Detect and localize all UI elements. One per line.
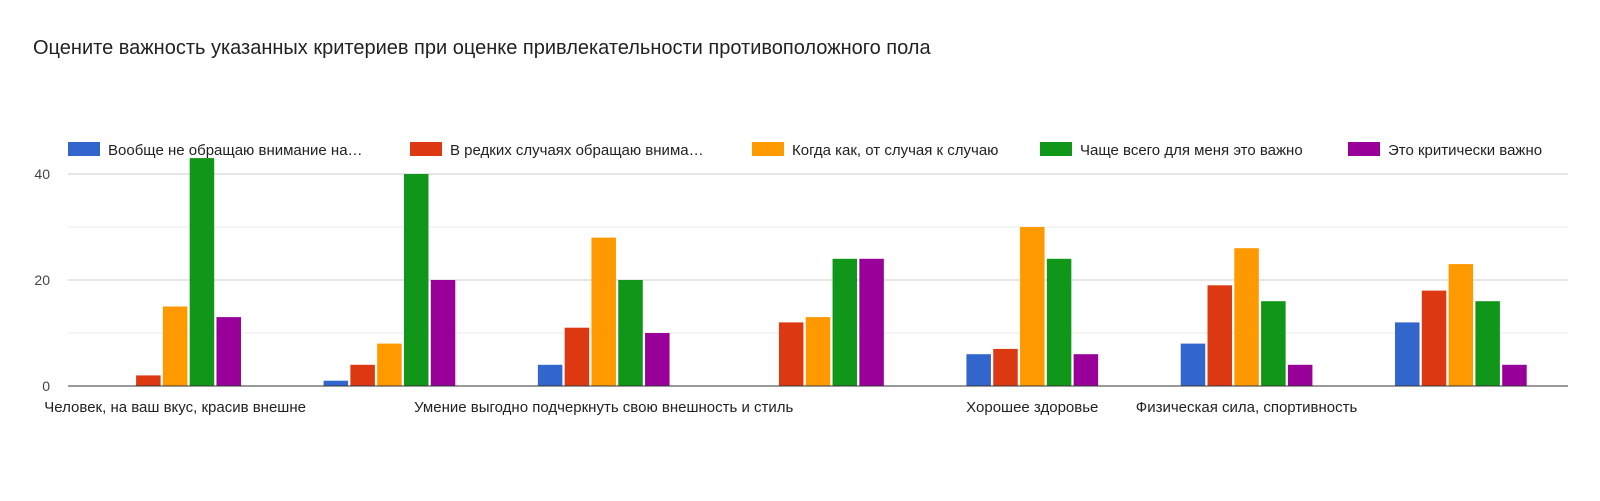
bar	[537, 364, 563, 386]
bar	[805, 317, 831, 386]
bar	[1261, 301, 1286, 386]
bar	[1475, 301, 1500, 386]
y-axis-tick-labels: 0 20 40	[34, 166, 50, 394]
legend-swatch	[752, 142, 784, 156]
x-category-label: Человек, на ваш вкус, красив внешне	[44, 399, 306, 416]
bar	[966, 354, 991, 386]
bar	[350, 364, 375, 386]
legend-swatch	[410, 142, 442, 156]
bar	[1448, 264, 1474, 386]
legend-swatch	[1040, 142, 1072, 156]
bars	[136, 158, 1527, 386]
bar	[564, 327, 590, 386]
legend-swatch	[1348, 142, 1380, 156]
bar	[1207, 285, 1233, 386]
bar	[993, 348, 1018, 386]
gridlines	[68, 173, 1568, 334]
bar	[1073, 354, 1099, 386]
bar	[377, 343, 402, 386]
bar	[1421, 290, 1447, 386]
bar	[162, 306, 188, 386]
bar	[1046, 258, 1072, 386]
bar	[591, 237, 616, 386]
legend: Вообще не обращаю внимание на… В редких с…	[68, 142, 1542, 159]
bar	[618, 280, 643, 386]
bar	[136, 375, 161, 386]
bar	[778, 322, 804, 386]
y-tick-label: 20	[34, 272, 50, 288]
x-category-label: Хорошее здоровье	[966, 399, 1098, 416]
bar	[1287, 364, 1313, 386]
x-category-label: Умение выгодно подчеркнуть свою внешност…	[414, 399, 793, 416]
legend-label: Вообще не обращаю внимание на…	[108, 142, 363, 159]
legend-label: В редких случаях обращаю внима…	[450, 142, 704, 159]
legend-swatch	[68, 142, 100, 156]
bar	[1020, 227, 1045, 386]
bar	[216, 317, 241, 386]
bar	[1180, 343, 1206, 386]
legend-label: Это критически важно	[1388, 142, 1542, 159]
x-axis-category-labels: Человек, на ваш вкус, красив внешне Умени…	[44, 399, 1357, 416]
chart-title: Оцените важность указанных критериев при…	[33, 37, 931, 59]
bar	[323, 380, 349, 386]
legend-label: Когда как, от случая к случаю	[792, 142, 998, 159]
bar	[1395, 322, 1420, 386]
y-tick-label: 0	[42, 378, 50, 394]
x-category-label: Физическая сила, спортивность	[1136, 399, 1358, 416]
legend-label: Чаще всего для меня это важно	[1080, 142, 1303, 159]
bar	[1502, 364, 1527, 386]
y-tick-label: 40	[34, 166, 50, 182]
bar	[430, 280, 456, 386]
bar	[403, 174, 429, 386]
bar	[832, 258, 858, 386]
bar	[859, 258, 884, 386]
bar	[645, 333, 670, 386]
bar	[189, 158, 215, 386]
bar	[1234, 248, 1259, 386]
